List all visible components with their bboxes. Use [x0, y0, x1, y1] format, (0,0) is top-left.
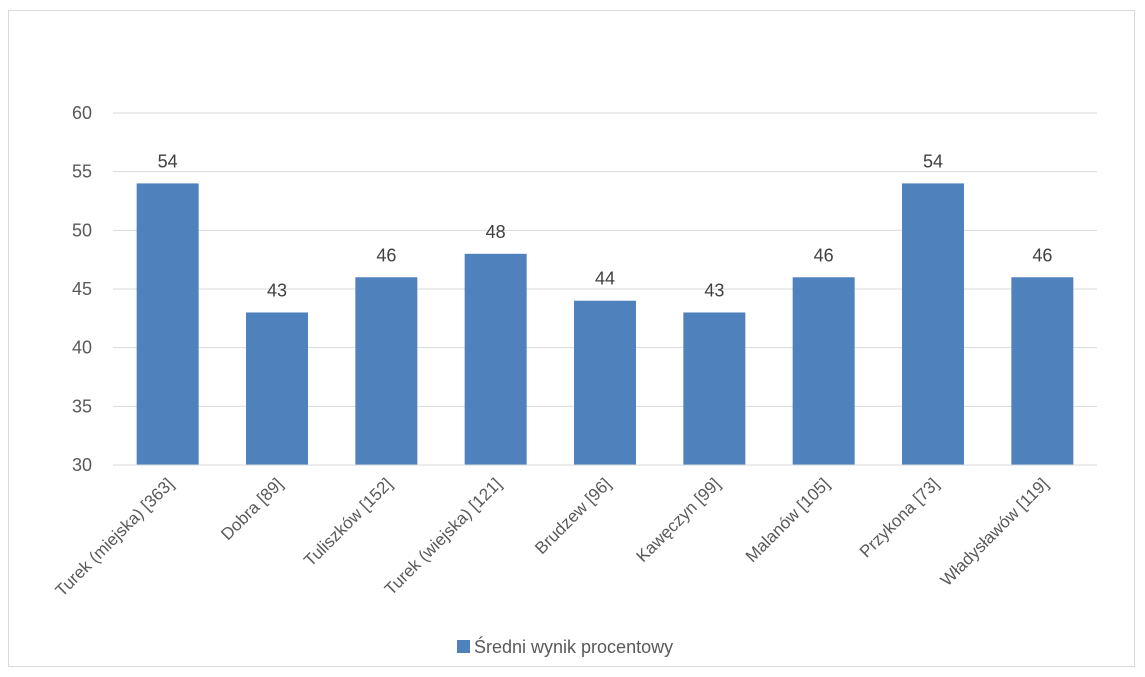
x-axis-ticks: Turek (miejska) [363] Dobra [89] Tuliszków…	[52, 474, 1053, 600]
bar	[574, 300, 636, 465]
y-tick-label: 50	[72, 220, 92, 240]
bar	[246, 312, 308, 465]
bar	[136, 183, 199, 465]
data-label: 43	[267, 280, 287, 300]
x-tick-label: Brudzew [96]	[531, 474, 615, 558]
data-label: 46	[376, 245, 396, 265]
x-tick-label: Dobra [89]	[217, 474, 287, 544]
x-tick-label: Przykona [73]	[856, 474, 943, 561]
data-label: 54	[923, 151, 943, 171]
y-tick-label: 60	[72, 103, 92, 123]
y-tick-label: 35	[72, 396, 92, 416]
y-axis-ticks: 30 35 40 45 50 55 60	[72, 103, 92, 475]
bar	[464, 253, 527, 465]
data-label: 48	[486, 222, 506, 242]
data-label: 46	[1032, 245, 1052, 265]
data-label: 46	[814, 245, 834, 265]
y-tick-label: 45	[72, 279, 92, 299]
x-tick-label: Kawęczyn [99]	[633, 474, 725, 566]
bars	[136, 183, 1074, 465]
data-labels: 54 43 46 48 44 43 46 54 46	[158, 151, 1053, 300]
data-label: 54	[158, 151, 178, 171]
legend-label: Średni wynik procentowy	[474, 636, 673, 657]
y-tick-label: 40	[72, 338, 92, 358]
bar	[1011, 277, 1074, 465]
bar	[792, 277, 855, 465]
data-label: 44	[595, 269, 615, 289]
x-tick-label: Władysławów [119]	[937, 474, 1052, 589]
legend: Średni wynik procentowy	[457, 636, 673, 657]
x-tick-label: Tuliszków [152]	[300, 474, 396, 570]
y-tick-label: 30	[72, 455, 92, 475]
bar	[683, 312, 746, 465]
data-label: 43	[704, 280, 724, 300]
bar	[902, 183, 964, 465]
legend-swatch	[457, 640, 470, 653]
x-tick-label: Turek (miejska) [363]	[52, 474, 178, 600]
bar	[355, 277, 418, 465]
x-tick-label: Malanów [105]	[742, 474, 834, 566]
y-tick-label: 55	[72, 162, 92, 182]
x-tick-label: Turek (wiejska) [121]	[381, 474, 506, 599]
